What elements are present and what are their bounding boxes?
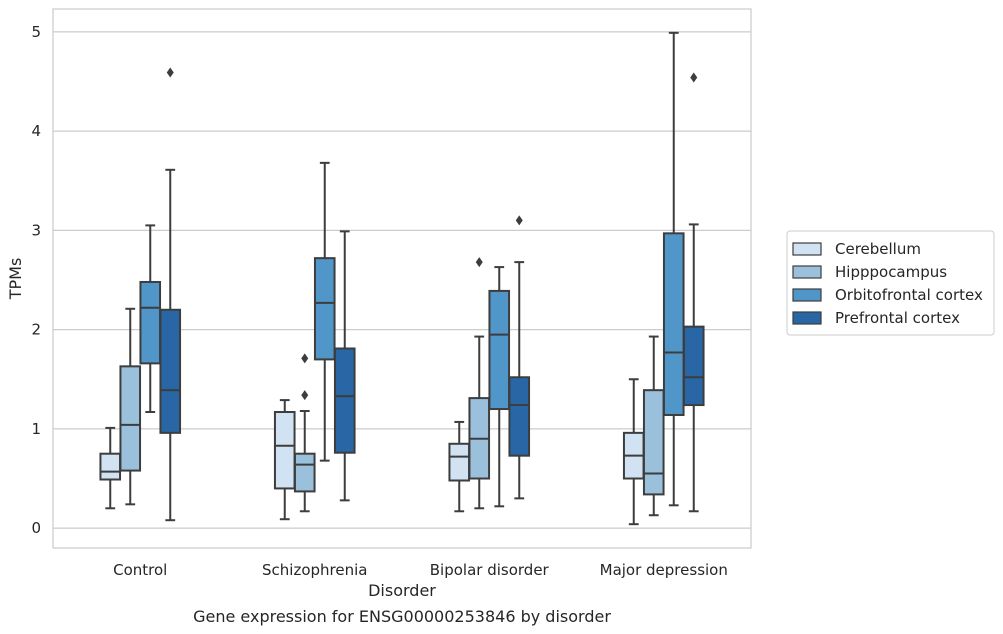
box-iqr xyxy=(488,289,511,411)
outlier-marker xyxy=(301,353,309,364)
box-2-3 xyxy=(508,215,531,500)
legend-item: Orbitofrontal cortex xyxy=(792,286,983,304)
legend-item: Prefrontal cortex xyxy=(792,309,960,327)
outlier-marker xyxy=(166,67,174,78)
box-iqr xyxy=(642,389,665,496)
box-3-3 xyxy=(682,72,705,513)
box-iqr xyxy=(662,232,685,416)
box-plot-area xyxy=(99,31,705,526)
outlier-marker xyxy=(515,215,523,226)
x-tick-label: Major depression xyxy=(600,561,728,579)
legend-label: Orbitofrontal cortex xyxy=(835,286,983,304)
legend-label: Prefrontal cortex xyxy=(835,309,960,327)
box-1-2 xyxy=(313,161,336,462)
box-iqr xyxy=(159,308,182,434)
y-tick-label: 5 xyxy=(31,23,41,41)
figure-caption: Gene expression for ENSG00000253846 by d… xyxy=(193,607,611,626)
box-1-3 xyxy=(333,230,356,502)
legend-swatch xyxy=(792,265,822,279)
x-tick-labels: Control Schizophrenia Bipolar disorder Majo… xyxy=(113,561,728,579)
box-iqr xyxy=(508,376,531,457)
box-iqr xyxy=(333,347,356,454)
plot-frame xyxy=(52,8,752,549)
outlier-marker xyxy=(690,72,698,83)
y-tick-label: 0 xyxy=(31,519,41,537)
box-2-2 xyxy=(488,266,511,508)
box-0-2 xyxy=(139,224,162,414)
y-axis-label: TPMs xyxy=(6,258,25,301)
box-0-3 xyxy=(159,67,182,522)
outlier-marker xyxy=(475,257,483,268)
y-tick-label: 2 xyxy=(31,321,41,339)
legend-swatch xyxy=(792,242,822,256)
outlier-marker xyxy=(301,390,309,401)
box-3-2 xyxy=(662,31,685,507)
legend-swatch xyxy=(792,288,822,302)
y-tick-label: 3 xyxy=(31,221,41,239)
box-iqr xyxy=(273,411,296,490)
y-tick-label: 4 xyxy=(31,122,41,140)
x-tick-label: Schizophrenia xyxy=(262,561,367,579)
box-2-0 xyxy=(448,420,471,513)
legend-label: Hipppocampus xyxy=(835,263,947,281)
legend-item: Cerebellum xyxy=(792,240,921,258)
box-iqr xyxy=(682,325,705,407)
legend-swatch xyxy=(792,311,822,325)
y-tick-labels: 0 1 2 3 4 5 xyxy=(31,23,41,537)
box-3-1 xyxy=(642,335,665,517)
box-iqr xyxy=(119,365,142,472)
box-0-0 xyxy=(99,426,122,510)
legend-label: Cerebellum xyxy=(835,240,921,258)
box-1-0 xyxy=(273,399,296,521)
box-iqr xyxy=(448,442,471,482)
box-1-1 xyxy=(293,353,316,513)
box-iqr xyxy=(293,452,316,493)
legend-item: Hipppocampus xyxy=(792,263,947,281)
x-tick-label: Control xyxy=(113,561,167,579)
legend: Cerebellum Hipppocampus Orbitofrontal cort… xyxy=(786,230,995,336)
box-iqr xyxy=(99,452,122,481)
y-tick-label: 1 xyxy=(31,420,41,438)
x-tick-label: Bipolar disorder xyxy=(430,561,550,579)
x-axis-label: Disorder xyxy=(368,581,436,600)
legend-frame xyxy=(786,230,995,336)
box-iqr xyxy=(139,280,162,365)
box-iqr xyxy=(313,257,336,361)
box-2-1 xyxy=(468,257,491,510)
box-3-0 xyxy=(622,378,645,526)
box-0-1 xyxy=(119,307,142,506)
